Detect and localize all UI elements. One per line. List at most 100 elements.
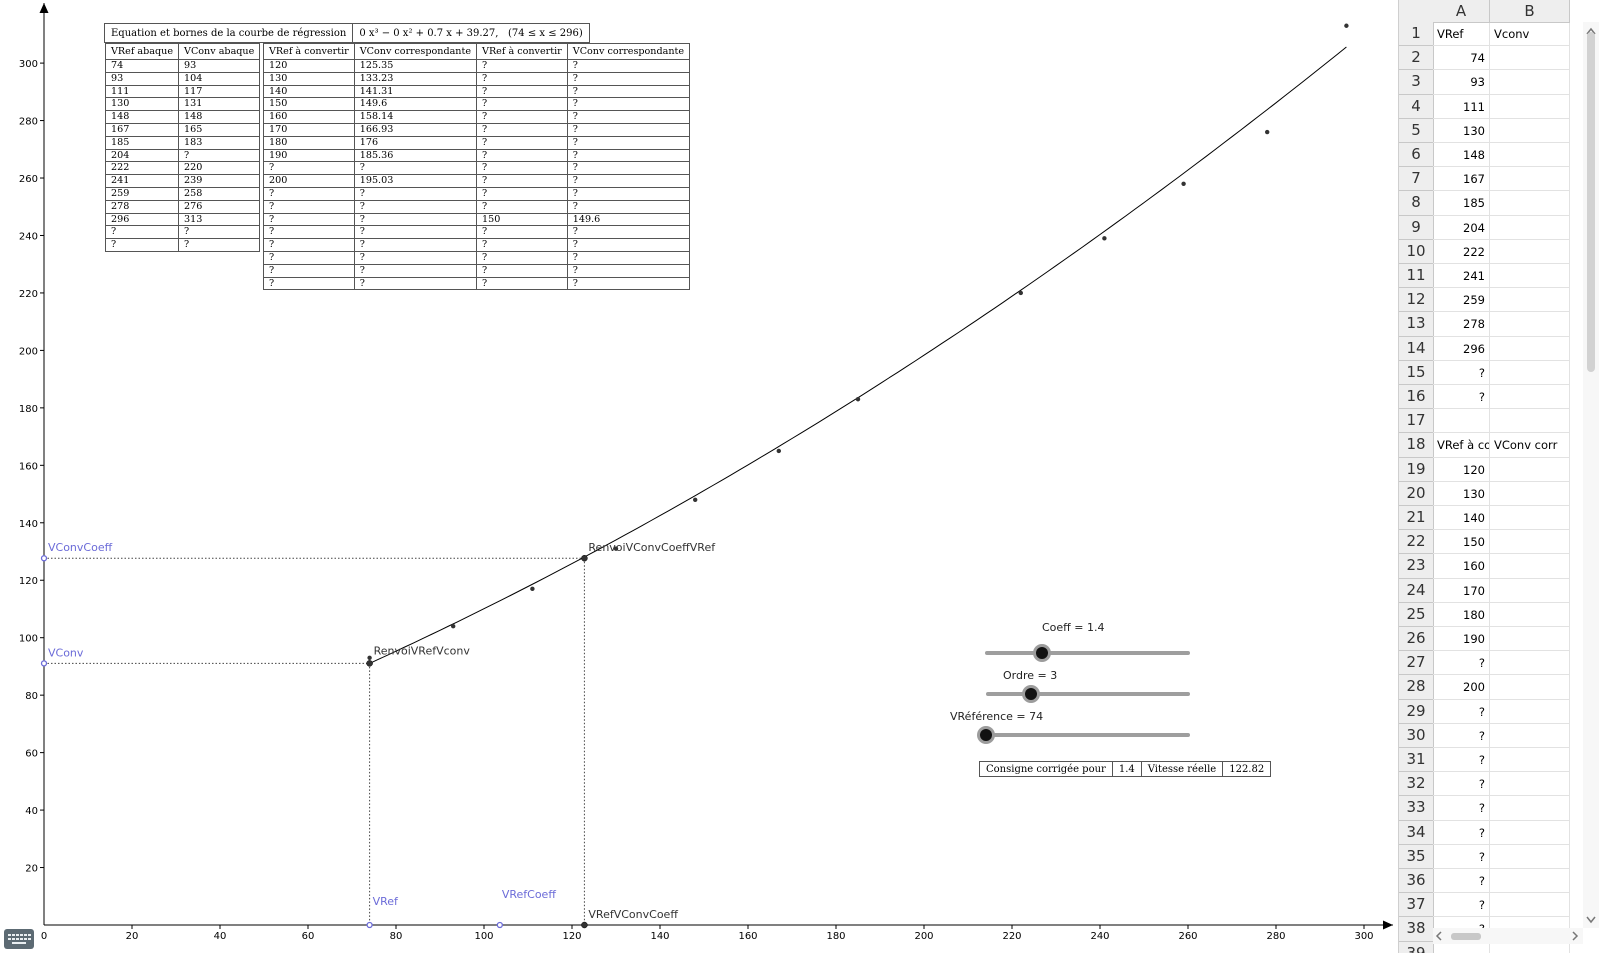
cell-a[interactable]: ? — [1433, 869, 1490, 894]
cell-a[interactable]: 241 — [1433, 264, 1490, 289]
row-header[interactable]: 9 — [1399, 215, 1434, 240]
cell-b[interactable] — [1490, 796, 1570, 821]
cell-b[interactable]: VConv corr — [1490, 433, 1570, 458]
row-header[interactable]: 10 — [1399, 239, 1434, 264]
horizontal-scroll-thumb[interactable] — [1451, 933, 1481, 940]
ordre-slider-knob[interactable] — [1025, 688, 1038, 700]
vertical-scroll-thumb[interactable] — [1587, 32, 1595, 372]
row-header[interactable]: 23 — [1399, 554, 1434, 579]
cell-a[interactable]: 148 — [1433, 143, 1490, 168]
cell-a[interactable]: ? — [1433, 844, 1490, 869]
cell-a[interactable]: 190 — [1433, 627, 1490, 652]
cell-b[interactable] — [1490, 748, 1570, 773]
cell-a[interactable]: 185 — [1433, 191, 1490, 216]
row-header[interactable]: 34 — [1399, 820, 1434, 845]
row-header[interactable]: 39 — [1399, 941, 1434, 953]
row-header[interactable]: 29 — [1399, 699, 1434, 724]
horizontal-scrollbar[interactable] — [1433, 928, 1583, 944]
vref-point[interactable] — [366, 921, 373, 929]
row-header[interactable]: 12 — [1399, 288, 1434, 313]
cell-b[interactable] — [1490, 699, 1570, 724]
row-header[interactable]: 13 — [1399, 312, 1434, 337]
cell-b[interactable] — [1490, 457, 1570, 482]
cell-a[interactable]: 167 — [1433, 167, 1490, 192]
cell-b[interactable] — [1490, 941, 1570, 953]
cell-a[interactable]: 150 — [1433, 530, 1490, 555]
row-header[interactable]: 17 — [1399, 409, 1434, 434]
coeff-slider-track[interactable] — [985, 651, 1190, 655]
row-header[interactable]: 2 — [1399, 46, 1434, 71]
row-header[interactable]: 27 — [1399, 651, 1434, 676]
keyboard-icon[interactable] — [4, 929, 34, 949]
cell-a[interactable]: ? — [1433, 360, 1490, 385]
cell-a[interactable] — [1433, 941, 1490, 953]
cell-a[interactable]: ? — [1433, 651, 1490, 676]
cell-a[interactable]: 140 — [1433, 506, 1490, 531]
cell-b[interactable] — [1490, 312, 1570, 337]
row-header[interactable]: 5 — [1399, 118, 1434, 143]
row-header[interactable]: 36 — [1399, 869, 1434, 894]
cell-b[interactable] — [1490, 820, 1570, 845]
row-header[interactable]: 30 — [1399, 723, 1434, 748]
cell-a[interactable]: 160 — [1433, 554, 1490, 579]
row-header[interactable]: 33 — [1399, 796, 1434, 821]
cell-b[interactable] — [1490, 143, 1570, 168]
cell-b[interactable] — [1490, 118, 1570, 143]
row-header[interactable]: 31 — [1399, 748, 1434, 773]
cell-a[interactable]: 93 — [1433, 70, 1490, 95]
row-header[interactable]: 15 — [1399, 360, 1434, 385]
cell-a[interactable]: ? — [1433, 796, 1490, 821]
ordre-slider-track[interactable] — [986, 692, 1190, 696]
row-header[interactable]: 21 — [1399, 506, 1434, 531]
cell-a[interactable]: ? — [1433, 699, 1490, 724]
vrefvconvcoeff-point[interactable] — [581, 921, 588, 929]
cell-b[interactable] — [1490, 578, 1570, 603]
cell-a[interactable]: 74 — [1433, 46, 1490, 71]
column-header-b[interactable]: B — [1490, 0, 1570, 23]
cell-b[interactable] — [1490, 554, 1570, 579]
cell-a[interactable]: 170 — [1433, 578, 1490, 603]
cell-a[interactable]: 130 — [1433, 118, 1490, 143]
row-header[interactable]: 37 — [1399, 893, 1434, 918]
cell-b[interactable] — [1490, 723, 1570, 748]
graph-canvas[interactable]: 0 20 40 60 80 100 120 140 160 180 200 220 240 260 280 3… — [0, 0, 1398, 953]
coeff-slider-knob[interactable] — [1036, 647, 1049, 659]
column-header-a[interactable]: A — [1433, 0, 1490, 23]
cell-b[interactable] — [1490, 772, 1570, 797]
cell-b[interactable] — [1490, 167, 1570, 192]
row-header[interactable]: 4 — [1399, 94, 1434, 119]
cell-a[interactable] — [1433, 409, 1490, 434]
cell-a[interactable]: 204 — [1433, 215, 1490, 240]
vreference-slider-track[interactable] — [986, 733, 1190, 737]
row-header[interactable]: 18 — [1399, 433, 1434, 458]
cell-a[interactable]: 278 — [1433, 312, 1490, 337]
row-header[interactable]: 35 — [1399, 844, 1434, 869]
cell-b[interactable] — [1490, 844, 1570, 869]
row-header[interactable]: 20 — [1399, 481, 1434, 506]
cell-b[interactable] — [1490, 530, 1570, 555]
cell-b[interactable] — [1490, 191, 1570, 216]
cell-b[interactable] — [1490, 264, 1570, 289]
cell-b[interactable] — [1490, 360, 1570, 385]
row-header[interactable]: 19 — [1399, 457, 1434, 482]
cell-b[interactable] — [1490, 651, 1570, 676]
chevron-right-icon[interactable] — [1571, 931, 1579, 941]
sheet-corner[interactable] — [1399, 0, 1434, 23]
renvoi-vref-vconv-point[interactable] — [366, 660, 373, 667]
cell-a[interactable]: ? — [1433, 893, 1490, 918]
row-header[interactable]: 32 — [1399, 772, 1434, 797]
chevron-down-icon[interactable] — [1585, 915, 1597, 925]
cell-a[interactable]: 130 — [1433, 481, 1490, 506]
cell-b[interactable] — [1490, 94, 1570, 119]
spreadsheet-view[interactable]: 1 VRef Vconv 2 74 3 93 4 111 5 130 6 148 7 167 8 185 9 204… — [1398, 0, 1600, 953]
cell-b[interactable] — [1490, 602, 1570, 627]
cell-a[interactable]: ? — [1433, 820, 1490, 845]
cell-b[interactable]: Vconv — [1490, 22, 1570, 47]
cell-b[interactable] — [1490, 675, 1570, 700]
cell-a[interactable]: 120 — [1433, 457, 1490, 482]
cell-b[interactable] — [1490, 215, 1570, 240]
cell-b[interactable] — [1490, 46, 1570, 71]
cell-b[interactable] — [1490, 627, 1570, 652]
vconvcoeff-point[interactable] — [40, 555, 48, 562]
row-header[interactable]: 16 — [1399, 385, 1434, 410]
